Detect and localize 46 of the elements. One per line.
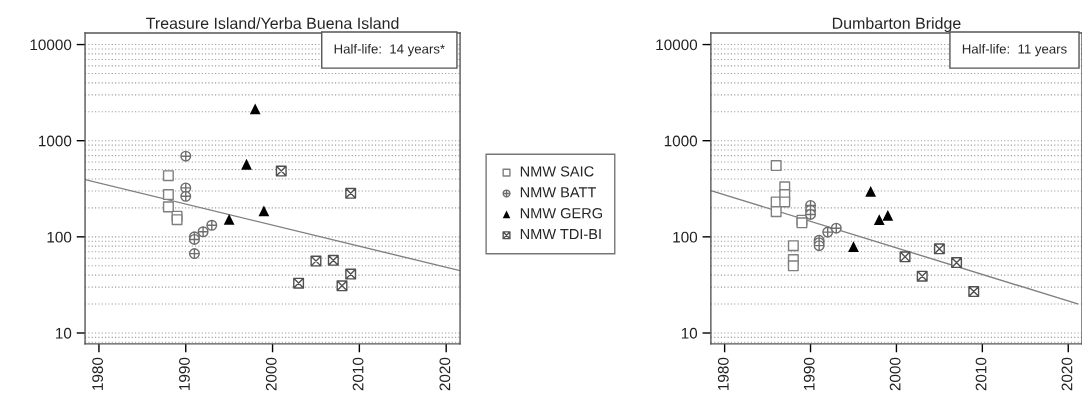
point: [787, 260, 799, 272]
legend-label: NMW SAIC: [520, 166, 594, 177]
point: [779, 196, 791, 208]
point: [223, 213, 235, 225]
y-tick-label: 10000: [30, 39, 72, 51]
annotation: Half-life: 14 years*: [334, 43, 445, 57]
point: [882, 210, 894, 221]
y-tick-label: 10: [681, 327, 698, 339]
y-tick-label: 1000: [39, 135, 72, 147]
x-tick-label: 1990: [803, 357, 815, 390]
y-tick-label: 10: [56, 327, 72, 339]
y-tick-label: 1000: [664, 135, 698, 147]
chart-title: Dumbarton Bridge: [832, 17, 961, 33]
point: [865, 185, 877, 197]
point: [162, 189, 174, 201]
x-tick-label: 2020: [1061, 357, 1073, 391]
point: [188, 248, 200, 260]
point: [171, 214, 183, 226]
y-tick-label: 100: [673, 231, 698, 243]
point: [848, 241, 859, 253]
x-tick-label: 1980: [92, 357, 104, 390]
legend-label: NMW TDI-BI: [520, 229, 601, 240]
annotation: Half-life: 11 years: [962, 43, 1067, 57]
point: [770, 206, 782, 218]
point: [162, 201, 174, 213]
chart-title: Treasure Island/Yerba Buena Island: [146, 17, 399, 29]
point: [336, 280, 348, 292]
y-tick-label: 100: [47, 231, 72, 243]
x-tick-label: 1980: [717, 357, 729, 390]
x-tick-label: 2000: [265, 357, 277, 391]
point: [162, 170, 174, 182]
legend-label: NMW GERG: [520, 208, 602, 219]
point: [787, 240, 799, 252]
point: [770, 160, 782, 172]
x-tick-label: 1990: [179, 357, 190, 390]
point: [241, 158, 252, 170]
legend-label: NMW BATT: [520, 187, 597, 198]
x-tick-label: 2010: [975, 357, 987, 391]
x-tick-label: 2000: [889, 357, 901, 391]
x-tick-label: 2010: [352, 357, 364, 391]
point: [258, 205, 270, 217]
point: [249, 103, 261, 115]
point: [805, 208, 817, 220]
x-tick-label: 2020: [439, 357, 451, 391]
point: [873, 214, 885, 226]
y-tick-label: 10000: [656, 39, 698, 51]
